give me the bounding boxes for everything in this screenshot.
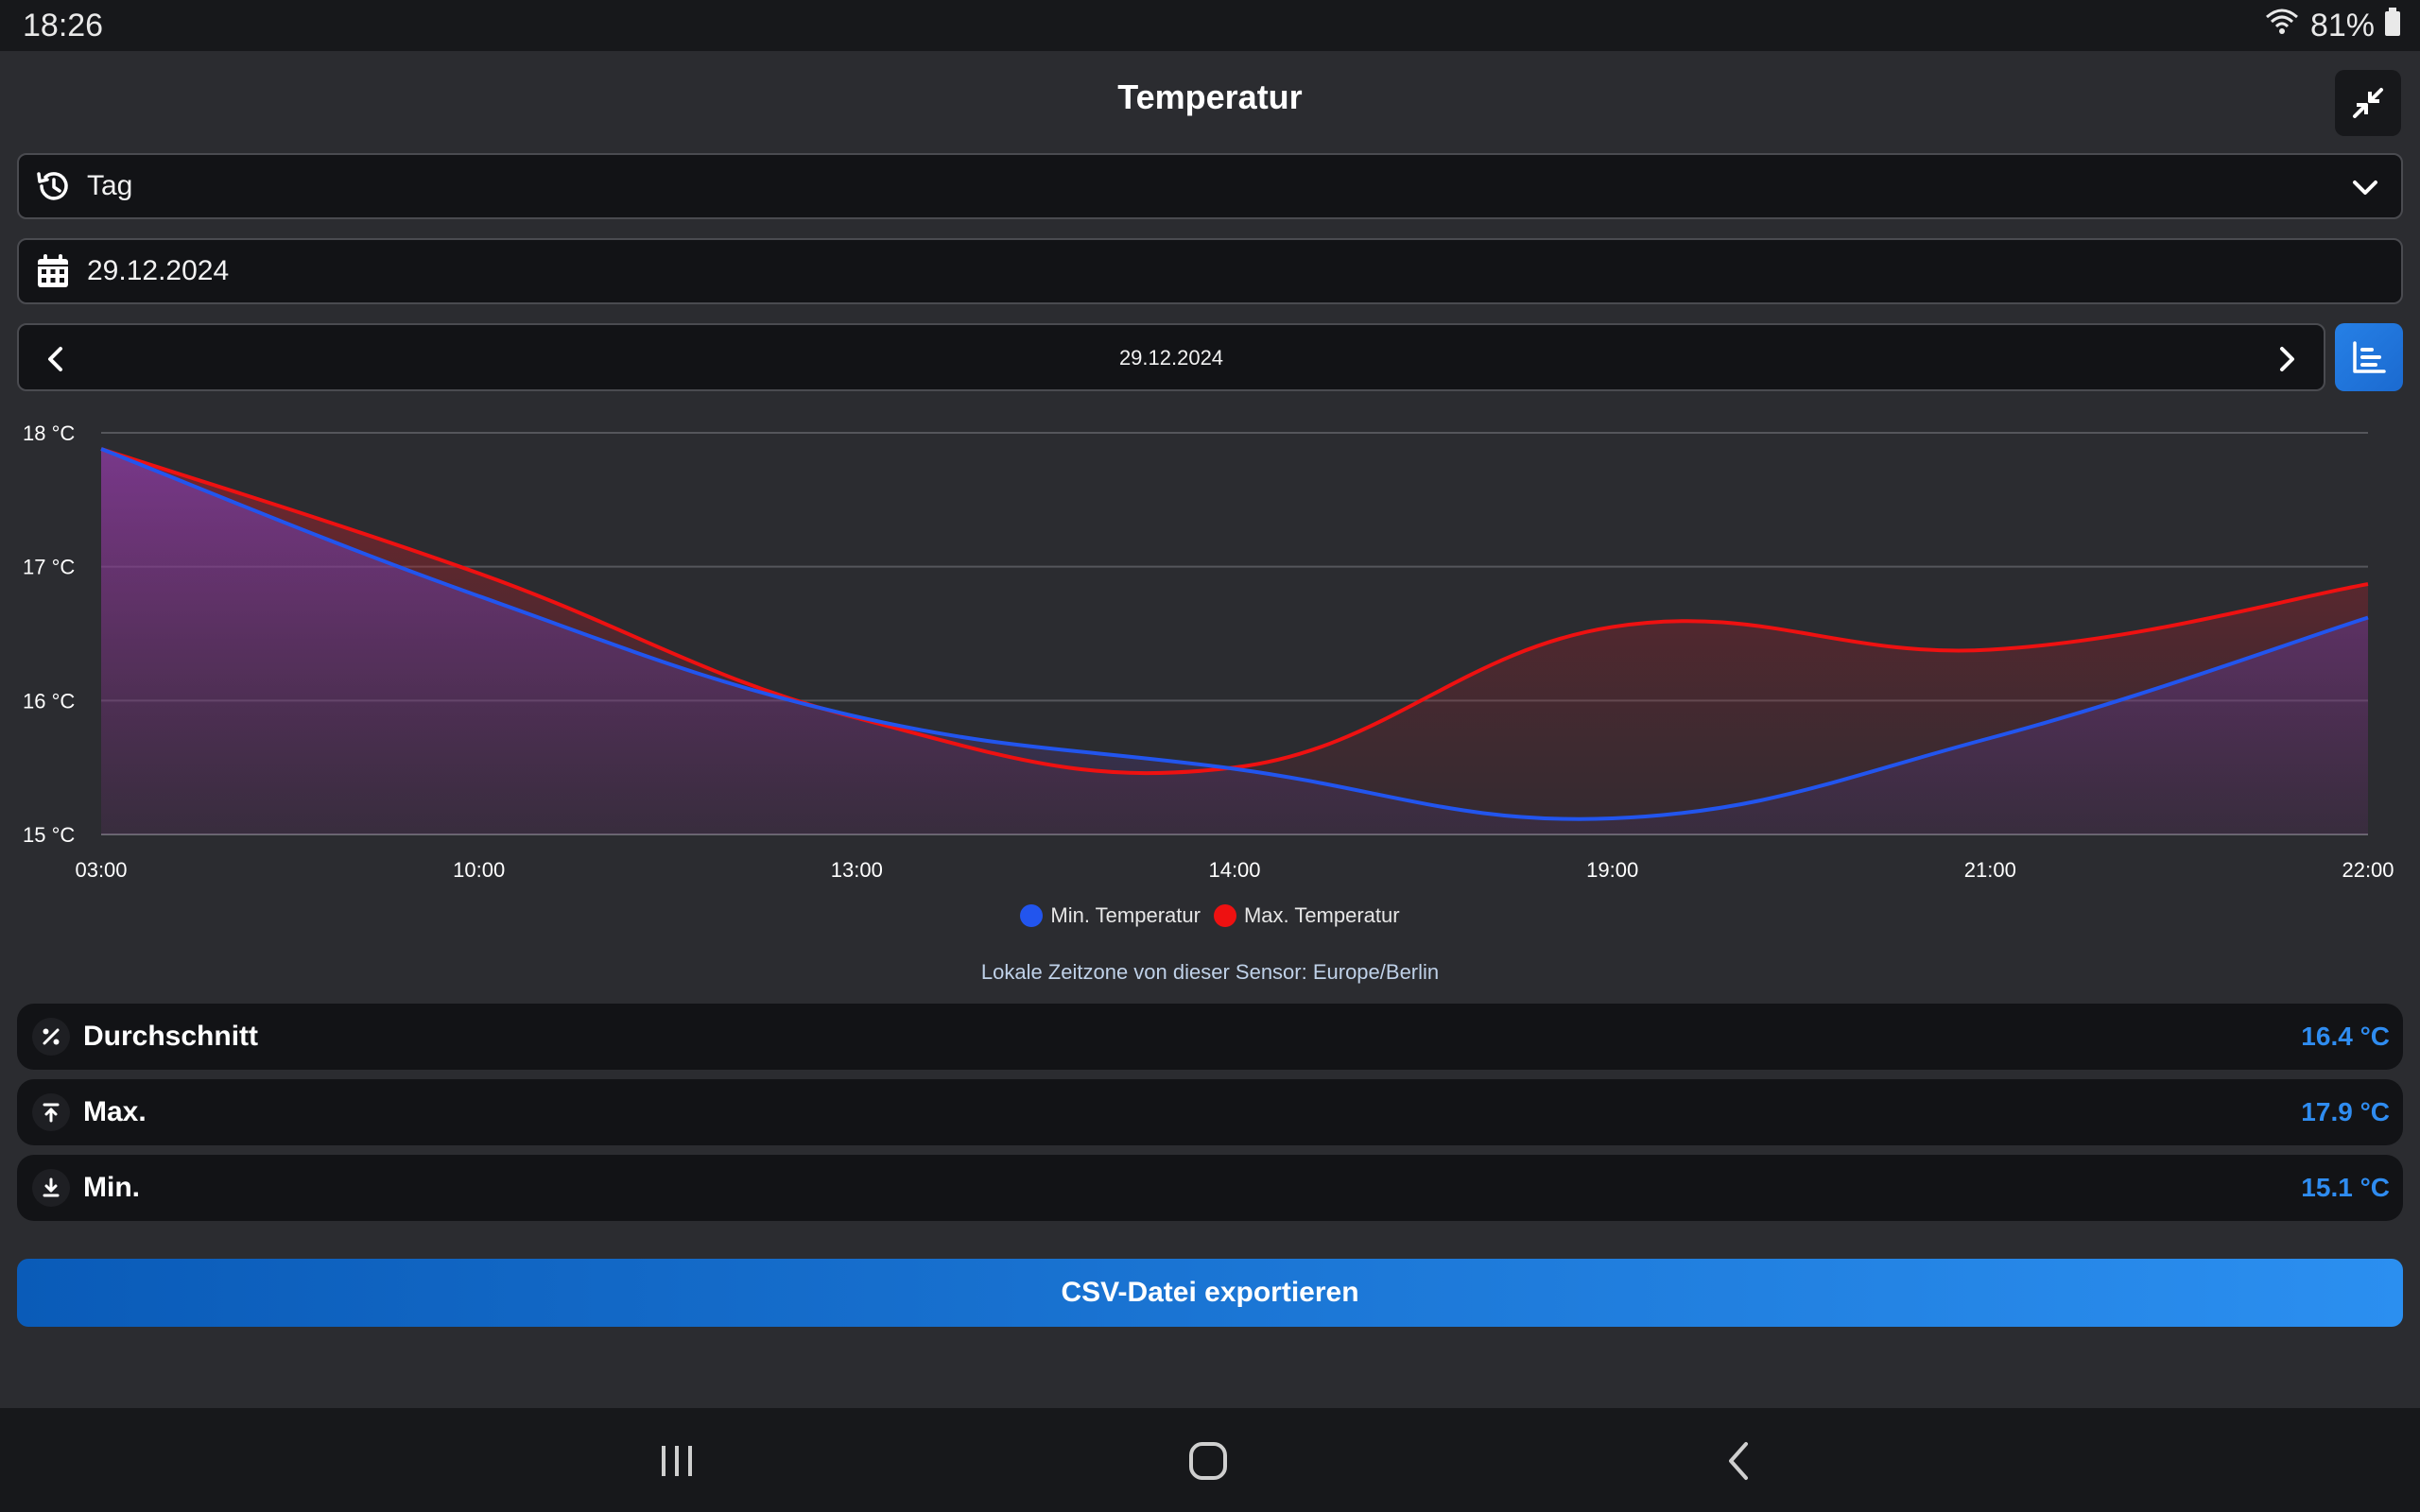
y-tick-label: 17 °C: [23, 556, 75, 579]
stat-label-average: Durchschnitt: [83, 1021, 259, 1052]
arrow-up-bar-icon: [32, 1093, 70, 1131]
chevron-right-icon: [2280, 347, 2294, 371]
x-tick-label: 19:00: [1586, 858, 1638, 882]
status-bar: 18:26 81%: [0, 0, 2420, 51]
date-field[interactable]: 29.12.2024: [17, 238, 2403, 304]
y-tick-label: 15 °C: [23, 823, 75, 847]
next-day-button[interactable]: [2267, 340, 2305, 378]
date-navigator: 29.12.2024: [17, 323, 2325, 391]
compress-icon: [2353, 88, 2383, 118]
x-tick-label: 14:00: [1208, 858, 1260, 882]
chart-legend: Min. Temperatur Max. Temperatur: [0, 903, 2420, 928]
wifi-icon: [2263, 8, 2301, 44]
recent-apps-button[interactable]: [650, 1435, 703, 1487]
legend-dot-min: [1020, 904, 1044, 927]
bar-chart-icon: [2353, 341, 2386, 373]
legend-dot-max: [1213, 904, 1236, 927]
temperature-chart: 18 °C 17 °C 16 °C 15 °C03:00 10:00 13:00 14:00…: [23, 421, 2394, 882]
legend-item-max[interactable]: Max. Temperatur: [1213, 903, 1400, 928]
series-line-min: [100, 447, 2369, 821]
status-time: 18:26: [23, 8, 104, 43]
period-select[interactable]: Tag: [17, 153, 2403, 219]
chevron-down-icon: [2346, 169, 2384, 207]
system-nav-bar: [0, 1408, 2420, 1512]
stat-value-max: 17.9 °C: [2301, 1097, 2390, 1126]
date-field-value: 29.12.2024: [87, 255, 230, 286]
stat-value-average: 16.4 °C: [2301, 1022, 2390, 1051]
date-nav-label: 29.12.2024: [1118, 346, 1224, 369]
chart-type-button[interactable]: [2335, 323, 2403, 391]
legend-item-min[interactable]: Min. Temperatur: [1020, 903, 1201, 928]
legend-label-min: Min. Temperatur: [1050, 903, 1201, 927]
x-tick-label: 21:00: [1964, 858, 2016, 882]
home-button[interactable]: [1182, 1435, 1235, 1487]
stat-row-average: Durchschnitt 16.4 °C: [17, 1004, 2403, 1070]
arrow-down-bar-icon: [32, 1169, 70, 1207]
x-tick-label: 10:00: [453, 858, 505, 882]
calendar-icon: [34, 252, 72, 290]
y-tick-label: 18 °C: [23, 421, 75, 445]
x-tick-label: 13:00: [831, 858, 883, 882]
export-csv-button[interactable]: CSV-Datei exportieren: [17, 1259, 2403, 1327]
y-tick-label: 16 °C: [23, 689, 75, 713]
exit-fullscreen-button[interactable]: [2335, 70, 2401, 136]
history-icon: [34, 167, 72, 205]
stat-row-min: Min. 15.1 °C: [17, 1155, 2403, 1221]
stat-label-max: Max.: [83, 1096, 147, 1127]
recent-apps-icon: [662, 1446, 692, 1476]
timezone-note: Lokale Zeitzone von dieser Sensor: Europ…: [980, 960, 1440, 984]
battery-percent: 81%: [2309, 8, 2375, 43]
back-icon: [1729, 1442, 1748, 1480]
chevron-left-icon: [48, 347, 62, 371]
period-select-value: Tag: [87, 170, 133, 201]
home-icon: [1189, 1442, 1227, 1480]
battery-icon: [2384, 8, 2401, 44]
legend-label-max: Max. Temperatur: [1243, 903, 1400, 927]
x-tick-label: 03:00: [75, 858, 127, 882]
stat-value-min: 15.1 °C: [2301, 1173, 2390, 1202]
percent-icon: [32, 1018, 70, 1056]
stat-label-min: Min.: [83, 1172, 140, 1203]
status-indicators: 81%: [2263, 8, 2401, 44]
series-area-min: [101, 449, 2368, 834]
page-title: Temperatur: [1117, 77, 1303, 116]
back-button[interactable]: [1713, 1435, 1766, 1487]
previous-day-button[interactable]: [38, 340, 76, 378]
stat-row-max: Max. 17.9 °C: [17, 1079, 2403, 1145]
x-tick-label: 22:00: [2342, 858, 2394, 882]
